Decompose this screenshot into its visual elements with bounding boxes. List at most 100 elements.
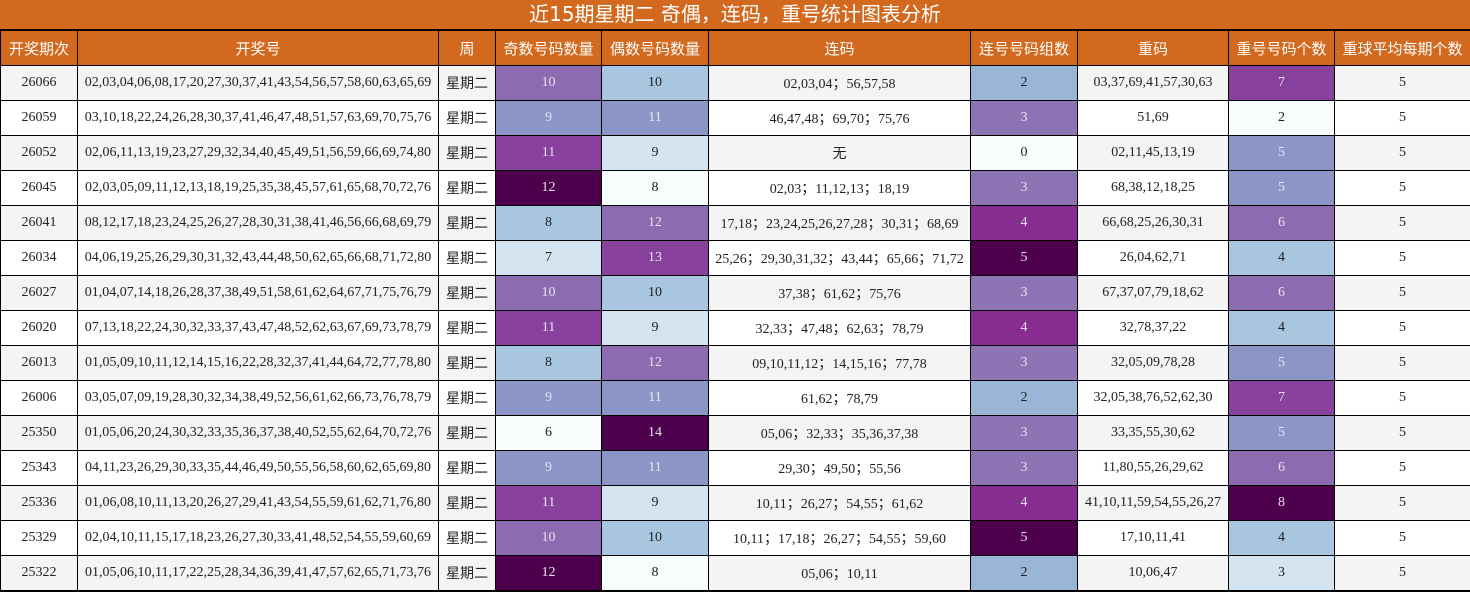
cell-repeat-count: 6	[1228, 450, 1335, 486]
cell-odd-count: 8	[495, 205, 602, 241]
cell-even-count: 11	[601, 380, 709, 416]
table-row: 25350 01,05,06,20,24,30,32,33,35,36,37,38…	[0, 415, 1470, 451]
table-row: 26027 01,04,07,14,18,26,28,37,38,49,51,58…	[0, 275, 1470, 311]
cell-repeat-count: 6	[1228, 275, 1335, 311]
cell-repeat-numbers: 26,04,62,71	[1077, 240, 1229, 276]
cell-consecutive-groups: 0	[970, 135, 1078, 171]
header-consecutive: 连码	[708, 30, 971, 66]
cell-repeat-count: 5	[1228, 170, 1335, 206]
cell-issue: 26027	[0, 275, 78, 311]
cell-even-count: 11	[601, 450, 709, 486]
cell-consecutive-groups: 2	[970, 380, 1078, 416]
table-row: 26013 01,05,09,10,11,12,14,15,16,22,28,32…	[0, 345, 1470, 381]
cell-repeat-count: 5	[1228, 345, 1335, 381]
cell-numbers: 01,05,09,10,11,12,14,15,16,22,28,32,37,4…	[77, 345, 439, 381]
cell-consecutive: 09,10,11,12；14,15,16；77,78	[708, 345, 971, 381]
cell-even-count: 10	[601, 275, 709, 311]
cell-repeat-numbers: 02,11,45,13,19	[1077, 135, 1229, 171]
cell-numbers: 01,05,06,20,24,30,32,33,35,36,37,38,40,5…	[77, 415, 439, 451]
cell-repeat-count: 5	[1228, 135, 1335, 171]
cell-even-count: 10	[601, 520, 709, 556]
table-row: 26045 02,03,05,09,11,12,13,18,19,25,35,38…	[0, 170, 1470, 206]
cell-odd-count: 6	[495, 415, 602, 451]
header-issue: 开奖期次	[0, 30, 78, 66]
cell-consecutive-groups: 4	[970, 485, 1078, 521]
cell-consecutive-groups: 4	[970, 205, 1078, 241]
cell-consecutive-groups: 3	[970, 415, 1078, 451]
cell-avg-repeat: 5	[1334, 205, 1470, 241]
cell-week: 星期二	[438, 100, 496, 136]
cell-avg-repeat: 5	[1334, 415, 1470, 451]
header-avg-repeat: 重球平均每期个数	[1334, 30, 1470, 66]
cell-avg-repeat: 5	[1334, 100, 1470, 136]
cell-consecutive-groups: 3	[970, 450, 1078, 486]
cell-avg-repeat: 5	[1334, 555, 1470, 591]
cell-avg-repeat: 5	[1334, 310, 1470, 346]
cell-odd-count: 12	[495, 555, 602, 591]
cell-week: 星期二	[438, 380, 496, 416]
cell-repeat-count: 2	[1228, 100, 1335, 136]
table-row: 26052 02,06,11,13,19,23,27,29,32,34,40,45…	[0, 135, 1470, 171]
cell-consecutive: 02,03,04；56,57,58	[708, 65, 971, 101]
cell-consecutive: 05,06；32,33；35,36,37,38	[708, 415, 971, 451]
cell-repeat-count: 6	[1228, 205, 1335, 241]
cell-even-count: 12	[601, 345, 709, 381]
cell-even-count: 8	[601, 555, 709, 591]
cell-avg-repeat: 5	[1334, 345, 1470, 381]
table-row: 25343 04,11,23,26,29,30,33,35,44,46,49,50…	[0, 450, 1470, 486]
cell-consecutive: 05,06；10,11	[708, 555, 971, 591]
cell-repeat-numbers: 68,38,12,18,25	[1077, 170, 1229, 206]
cell-repeat-numbers: 11,80,55,26,29,62	[1077, 450, 1229, 486]
cell-odd-count: 7	[495, 240, 602, 276]
cell-odd-count: 10	[495, 65, 602, 101]
cell-even-count: 12	[601, 205, 709, 241]
cell-week: 星期二	[438, 240, 496, 276]
cell-numbers: 02,06,11,13,19,23,27,29,32,34,40,45,49,5…	[77, 135, 439, 171]
cell-issue: 25329	[0, 520, 78, 556]
cell-even-count: 9	[601, 310, 709, 346]
cell-issue: 26020	[0, 310, 78, 346]
cell-even-count: 9	[601, 135, 709, 171]
table-row: 26034 04,06,19,25,26,29,30,31,32,43,44,48…	[0, 240, 1470, 276]
header-row: 开奖期次 开奖号周奇数号码数量 偶数号码数量 连码 连号号码组数 重码 重号号码个数 重球平均…	[0, 30, 1470, 66]
cell-issue: 26066	[0, 65, 78, 101]
cell-week: 星期二	[438, 135, 496, 171]
header-repeat-numbers: 重码	[1077, 30, 1229, 66]
cell-repeat-numbers: 10,06,47	[1077, 555, 1229, 591]
cell-repeat-count: 4	[1228, 520, 1335, 556]
cell-odd-count: 11	[495, 310, 602, 346]
cell-numbers: 01,04,07,14,18,26,28,37,38,49,51,58,61,6…	[77, 275, 439, 311]
cell-consecutive-groups: 4	[970, 310, 1078, 346]
cell-repeat-count: 4	[1228, 240, 1335, 276]
cell-repeat-numbers: 67,37,07,79,18,62	[1077, 275, 1229, 311]
cell-repeat-numbers: 32,05,38,76,52,62,30	[1077, 380, 1229, 416]
cell-repeat-count: 8	[1228, 485, 1335, 521]
cell-numbers: 02,03,04,06,08,17,20,27,30,37,41,43,54,5…	[77, 65, 439, 101]
cell-even-count: 8	[601, 170, 709, 206]
table-row: 25322 01,05,06,10,11,17,22,25,28,34,36,39…	[0, 555, 1470, 591]
header-even-count: 偶数号码数量	[601, 30, 709, 66]
cell-repeat-numbers: 32,05,09,78,28	[1077, 345, 1229, 381]
cell-consecutive: 无	[708, 135, 971, 171]
cell-numbers: 08,12,17,18,23,24,25,26,27,28,30,31,38,4…	[77, 205, 439, 241]
cell-numbers: 03,05,07,09,19,28,30,32,34,38,49,52,56,6…	[77, 380, 439, 416]
cell-consecutive: 10,11；26,27；54,55；61,62	[708, 485, 971, 521]
cell-repeat-count: 3	[1228, 555, 1335, 591]
table-row: 26059 03,10,18,22,24,26,28,30,37,41,46,47…	[0, 100, 1470, 136]
cell-even-count: 11	[601, 100, 709, 136]
cell-week: 星期二	[438, 345, 496, 381]
cell-avg-repeat: 5	[1334, 240, 1470, 276]
cell-consecutive-groups: 3	[970, 100, 1078, 136]
cell-consecutive: 32,33；47,48；62,63；78,79	[708, 310, 971, 346]
cell-issue: 26059	[0, 100, 78, 136]
stats-table: 开奖期次 开奖号周奇数号码数量 偶数号码数量 连码 连号号码组数 重码 重号号码个数 重球平均…	[0, 30, 1470, 591]
cell-avg-repeat: 5	[1334, 170, 1470, 206]
cell-odd-count: 8	[495, 345, 602, 381]
cell-numbers: 07,13,18,22,24,30,32,33,37,43,47,48,52,6…	[77, 310, 439, 346]
table-row: 25336 01,06,08,10,11,13,20,26,27,29,41,43…	[0, 485, 1470, 521]
cell-consecutive: 02,03；11,12,13；18,19	[708, 170, 971, 206]
cell-week: 星期二	[438, 170, 496, 206]
cell-numbers: 04,11,23,26,29,30,33,35,44,46,49,50,55,5…	[77, 450, 439, 486]
cell-odd-count: 12	[495, 170, 602, 206]
